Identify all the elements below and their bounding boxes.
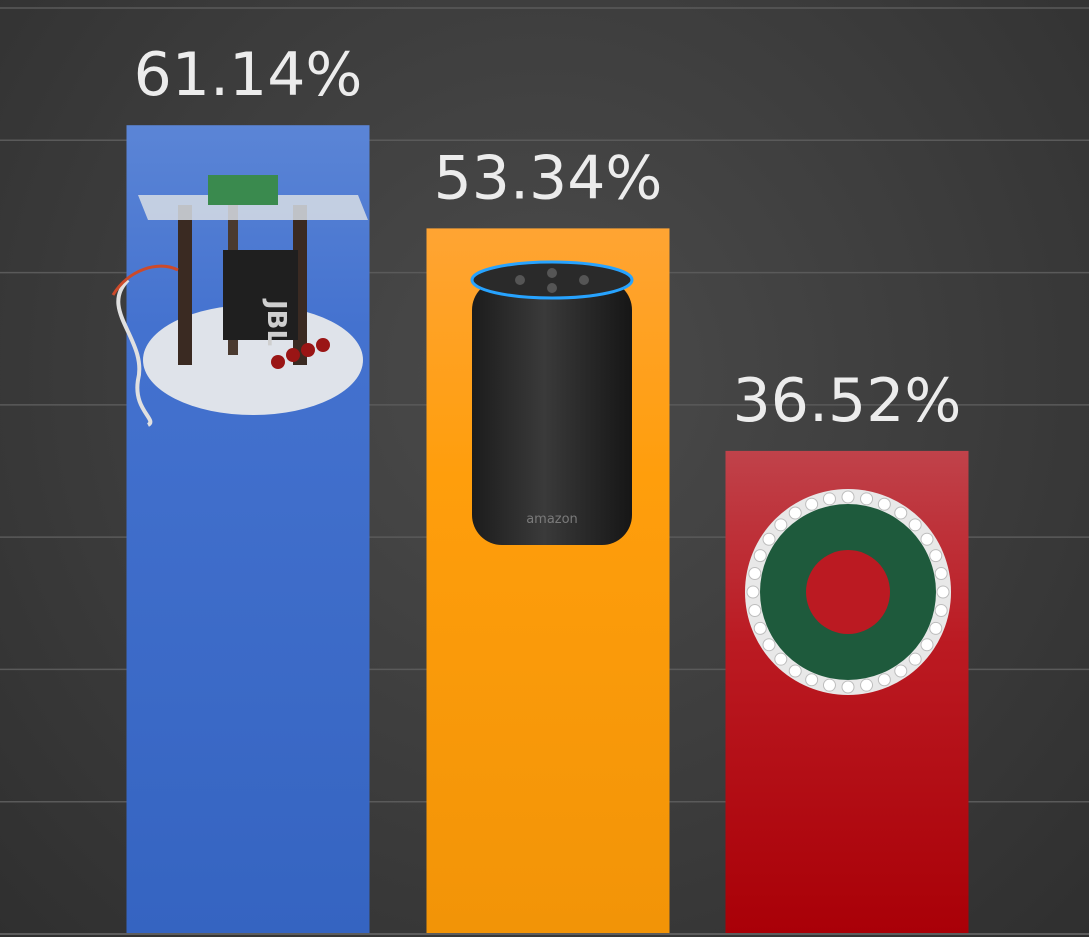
- data-labels: 61.14% 53.34% 36.52%: [134, 40, 962, 436]
- led-dot: [774, 518, 788, 532]
- led-dot: [762, 638, 776, 652]
- value-label-3: 36.52%: [733, 366, 962, 436]
- led-dot: [774, 652, 788, 666]
- led-dot: [920, 638, 934, 652]
- led-dot: [753, 621, 767, 635]
- svg-text:amazon: amazon: [526, 512, 578, 527]
- led-dot: [753, 549, 767, 563]
- led-dot: [908, 518, 922, 532]
- value-label-2: 53.34%: [434, 143, 663, 213]
- led-dot: [788, 506, 802, 520]
- led-dot: [805, 497, 819, 511]
- led-dot: [860, 492, 874, 506]
- led-dot: [762, 532, 776, 546]
- led-dot: [894, 506, 908, 520]
- led-dot: [841, 490, 855, 504]
- bar-1: [126, 125, 370, 934]
- jbl-speaker-rig-image: JBL: [111, 175, 368, 427]
- led-dot: [822, 678, 836, 692]
- svg-text:JBL: JBL: [261, 298, 291, 346]
- led-dot: [908, 652, 922, 666]
- led-dot: [934, 604, 948, 618]
- led-dot: [934, 566, 948, 580]
- led-dot: [936, 585, 950, 599]
- led-dot: [877, 673, 891, 687]
- led-dot: [746, 585, 760, 599]
- led-dot: [860, 678, 874, 692]
- led-dot: [929, 621, 943, 635]
- led-dot: [929, 549, 943, 563]
- led-dot: [894, 664, 908, 678]
- led-dot: [822, 492, 836, 506]
- amazon-echo-image: amazon: [470, 260, 634, 545]
- led-ring-board-image: [745, 489, 951, 695]
- led-dot: [788, 664, 802, 678]
- led-dot: [877, 497, 891, 511]
- bar-images: JBL amazon: [111, 175, 951, 695]
- led-dot: [805, 673, 819, 687]
- led-dot: [920, 532, 934, 546]
- led-dot: [748, 604, 762, 618]
- led-ring: [746, 490, 950, 694]
- led-dot: [841, 680, 855, 694]
- led-dot: [748, 566, 762, 580]
- value-label-1: 61.14%: [134, 40, 363, 110]
